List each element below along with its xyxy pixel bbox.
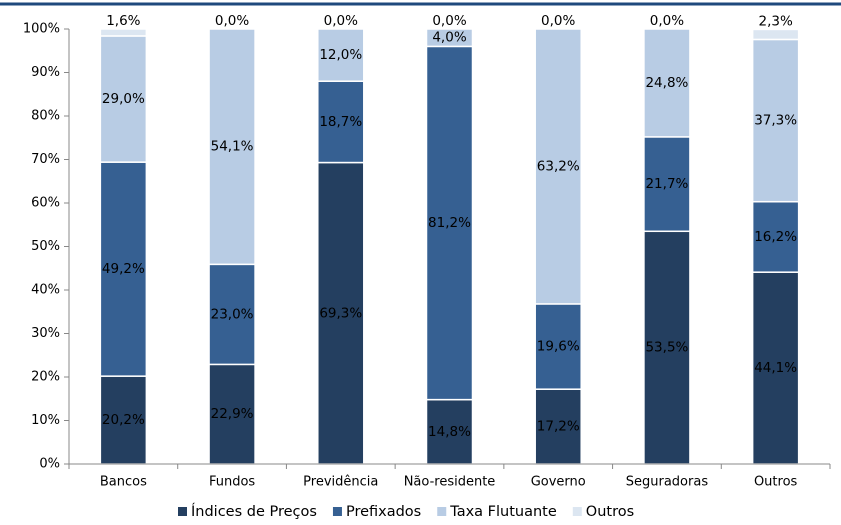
value-label: 1,6% — [106, 13, 140, 29]
bar-segment — [99, 161, 148, 377]
x-tick-label: Outros — [754, 475, 798, 490]
y-tick-label: 80% — [31, 109, 60, 124]
value-label: 23,0% — [211, 306, 254, 322]
value-label: 24,8% — [645, 75, 688, 91]
bar-segment — [751, 38, 800, 203]
bar-segment — [534, 28, 582, 305]
legend-label: Taxa Flutuante — [449, 504, 557, 520]
value-label: 0,0% — [215, 13, 249, 29]
legend-label: Outros — [586, 504, 634, 520]
y-tick-label: 0% — [39, 457, 60, 472]
y-tick-label: 20% — [31, 370, 60, 385]
bar-segment — [425, 45, 474, 401]
value-label: 22,9% — [211, 406, 254, 422]
value-label: 0,0% — [432, 13, 466, 29]
x-tick-label: Governo — [531, 475, 586, 490]
value-label: 0,0% — [541, 13, 575, 29]
value-label: 54,1% — [211, 139, 254, 155]
legend-label: Prefixados — [346, 504, 421, 520]
value-label: 81,2% — [428, 215, 471, 231]
y-tick-label: 70% — [31, 152, 60, 167]
legend-swatch — [178, 507, 187, 516]
x-tick-label: Bancos — [100, 475, 147, 490]
bar-segment — [643, 136, 691, 233]
value-label: 4,0% — [432, 30, 466, 46]
bar-segment — [751, 200, 800, 273]
legend-label: Índices de Preços — [191, 503, 317, 520]
bar-segment — [425, 398, 474, 465]
legend-swatch — [572, 507, 582, 516]
bar-segment — [208, 28, 256, 266]
value-label: 44,1% — [754, 360, 797, 376]
bar-segment — [99, 28, 148, 37]
value-label: 18,7% — [319, 114, 362, 130]
bar-segment — [534, 388, 582, 465]
value-label: 14,8% — [428, 424, 471, 440]
x-tick-label: Seguradoras — [626, 475, 709, 490]
value-label: 21,7% — [645, 176, 688, 192]
value-label: 49,2% — [102, 261, 145, 277]
value-label: 53,5% — [645, 340, 688, 356]
bar-segment — [317, 80, 365, 164]
y-tick-label: 90% — [31, 65, 60, 80]
bar-segment — [99, 375, 148, 465]
y-tick-label: 100% — [23, 22, 60, 37]
value-label: 0,0% — [650, 13, 684, 29]
y-tick-label: 60% — [31, 196, 60, 211]
bar-segment — [208, 363, 256, 465]
value-label: 37,3% — [754, 113, 797, 129]
bar-segment — [643, 28, 691, 138]
bar-segment — [317, 28, 365, 82]
bar-segment — [751, 28, 800, 41]
value-label: 17,2% — [537, 419, 580, 435]
bar-segment — [208, 263, 256, 366]
bar-segment — [643, 230, 691, 465]
y-tick-label: 50% — [31, 239, 60, 254]
value-label: 63,2% — [537, 158, 580, 174]
x-tick-label: Previdência — [303, 475, 378, 490]
legend-swatch — [332, 507, 342, 516]
bar-segment — [99, 35, 148, 163]
value-label: 69,3% — [319, 305, 362, 321]
value-label: 16,2% — [754, 229, 797, 245]
y-tick-label: 30% — [31, 326, 60, 341]
y-tick-label: 40% — [31, 283, 60, 298]
legend-swatch — [437, 507, 447, 516]
bar-segment — [425, 28, 474, 48]
value-label: 20,2% — [102, 412, 145, 428]
value-label: 19,6% — [537, 339, 580, 355]
x-tick-label: Não-residente — [404, 475, 496, 490]
value-label: 2,3% — [758, 13, 792, 29]
bar-segment — [751, 271, 800, 465]
bar-segment — [534, 303, 582, 390]
value-label: 29,0% — [102, 91, 145, 107]
value-label: 0,0% — [324, 13, 358, 29]
value-label: 12,0% — [319, 47, 362, 63]
y-tick-label: 10% — [31, 413, 60, 428]
x-tick-label: Fundos — [209, 475, 255, 490]
